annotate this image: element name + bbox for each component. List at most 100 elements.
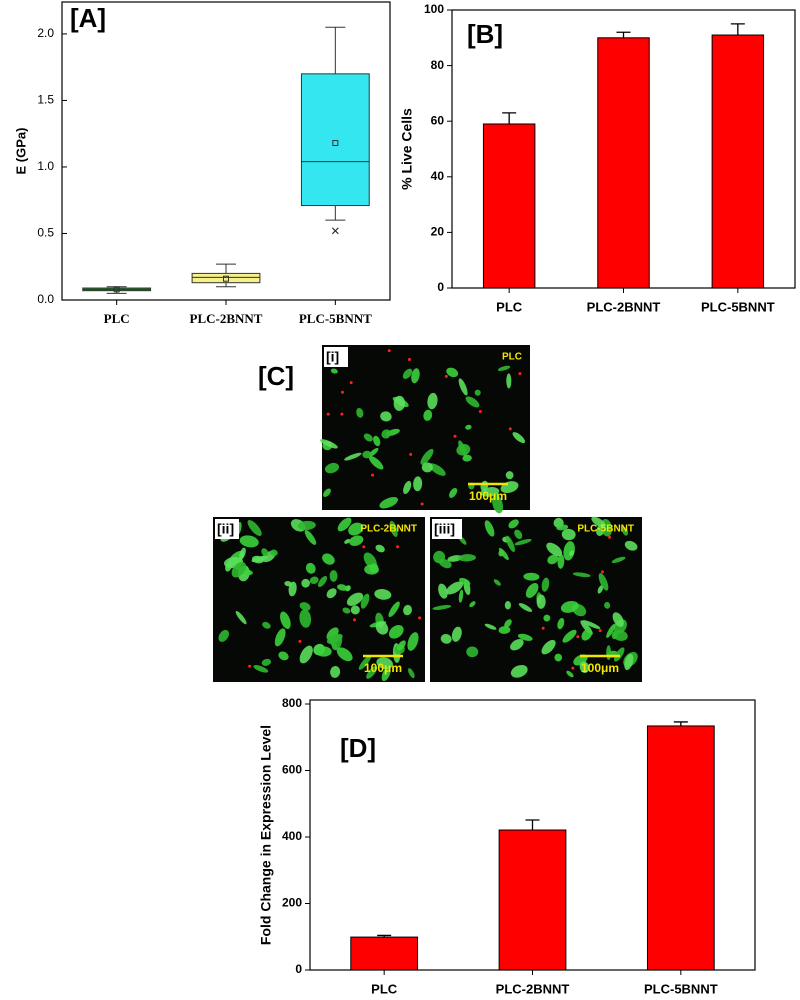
dead-cell bbox=[340, 390, 344, 394]
cell bbox=[360, 593, 370, 609]
bar bbox=[498, 829, 567, 971]
cell bbox=[462, 454, 472, 462]
scale-label: 100μm bbox=[364, 661, 402, 675]
cell bbox=[368, 456, 384, 470]
y-tick-label: 600 bbox=[282, 763, 302, 777]
x-tick-label: PLC bbox=[104, 311, 130, 326]
y-tick-label: 800 bbox=[282, 696, 302, 710]
x-tick-label: PLC-2BNNT bbox=[190, 311, 263, 326]
cell bbox=[504, 619, 512, 628]
dead-cell bbox=[571, 666, 575, 670]
cell bbox=[456, 444, 471, 456]
cell bbox=[493, 579, 501, 586]
cell bbox=[336, 647, 353, 662]
dead-cell bbox=[353, 618, 357, 622]
cell bbox=[253, 665, 269, 673]
dead-cell bbox=[608, 535, 612, 539]
panel-label: [C] bbox=[258, 361, 294, 391]
cell bbox=[621, 526, 629, 536]
cell bbox=[278, 651, 289, 661]
cell bbox=[381, 429, 391, 439]
cell bbox=[342, 607, 351, 614]
cell bbox=[469, 601, 476, 608]
cell bbox=[305, 562, 316, 574]
cell bbox=[598, 573, 609, 591]
cell bbox=[514, 529, 523, 540]
x-tick-label: PLC-2BNNT bbox=[587, 299, 661, 314]
image-background bbox=[322, 345, 530, 510]
cell bbox=[458, 554, 476, 562]
cell bbox=[525, 583, 539, 598]
cell bbox=[612, 612, 624, 627]
cell bbox=[379, 497, 399, 509]
cell bbox=[438, 583, 448, 599]
dead-cell bbox=[420, 502, 424, 506]
cell bbox=[562, 629, 577, 643]
cell bbox=[624, 653, 634, 671]
cell bbox=[315, 646, 332, 657]
cell bbox=[510, 638, 524, 651]
cell bbox=[447, 555, 463, 562]
dead-cell bbox=[396, 545, 400, 549]
cell bbox=[517, 633, 533, 641]
cell bbox=[572, 572, 591, 578]
y-tick-label: 40 bbox=[431, 169, 445, 183]
cell bbox=[474, 389, 481, 396]
y-axis-label: % Live Cells bbox=[399, 108, 415, 190]
cell bbox=[459, 577, 471, 586]
cell bbox=[579, 661, 590, 673]
cell bbox=[541, 577, 550, 592]
cell bbox=[403, 480, 412, 495]
cell bbox=[518, 603, 533, 612]
cell bbox=[337, 584, 348, 591]
dead-cell bbox=[598, 629, 602, 633]
cell bbox=[344, 452, 362, 461]
error-bar bbox=[502, 112, 517, 124]
chart-title: [B] bbox=[467, 19, 503, 49]
cell bbox=[356, 407, 364, 418]
cell bbox=[231, 561, 247, 578]
cell bbox=[348, 522, 364, 536]
cell bbox=[556, 524, 569, 531]
dead-cell bbox=[407, 357, 411, 361]
cell bbox=[330, 368, 338, 374]
y-tick-label: 1.0 bbox=[37, 159, 54, 173]
cell bbox=[362, 450, 372, 459]
y-tick-label: 400 bbox=[282, 829, 302, 843]
x-tick-label: PLC-2BNNT bbox=[496, 981, 570, 996]
box bbox=[300, 73, 370, 207]
y-tick-label: 100 bbox=[424, 2, 444, 16]
cell bbox=[364, 564, 379, 575]
cell bbox=[299, 645, 313, 664]
y-tick-label: 1.5 bbox=[37, 93, 54, 107]
y-tick-label: 60 bbox=[431, 113, 445, 127]
chart: [B] % Live Cells 0 20 40 60 80 100 PLC PLC-2BNNT P… bbox=[399, 2, 796, 314]
cell bbox=[541, 639, 556, 655]
cell bbox=[225, 561, 233, 572]
dead-cell bbox=[349, 381, 353, 385]
error-bar bbox=[616, 31, 631, 38]
dead-cell bbox=[248, 664, 252, 668]
y-tick-label: 0 bbox=[437, 280, 444, 294]
cell bbox=[262, 621, 271, 629]
cell bbox=[429, 463, 446, 476]
image-tag: [i] bbox=[326, 349, 339, 365]
y-tick-label: 0.5 bbox=[37, 226, 54, 240]
dead-cell bbox=[340, 412, 344, 416]
cell bbox=[421, 462, 433, 473]
cell bbox=[557, 554, 565, 569]
cell bbox=[337, 517, 352, 532]
cell bbox=[318, 575, 328, 587]
cell bbox=[350, 605, 360, 615]
cell bbox=[388, 624, 404, 639]
dead-cell bbox=[541, 626, 545, 630]
cell bbox=[446, 367, 459, 378]
cell bbox=[366, 665, 378, 679]
cell bbox=[508, 519, 519, 529]
image-name: PLC-2BNNT bbox=[360, 524, 417, 535]
cell bbox=[349, 535, 364, 546]
cell bbox=[322, 553, 335, 565]
y-tick-label: 0.0 bbox=[37, 292, 54, 306]
cell bbox=[373, 435, 381, 447]
